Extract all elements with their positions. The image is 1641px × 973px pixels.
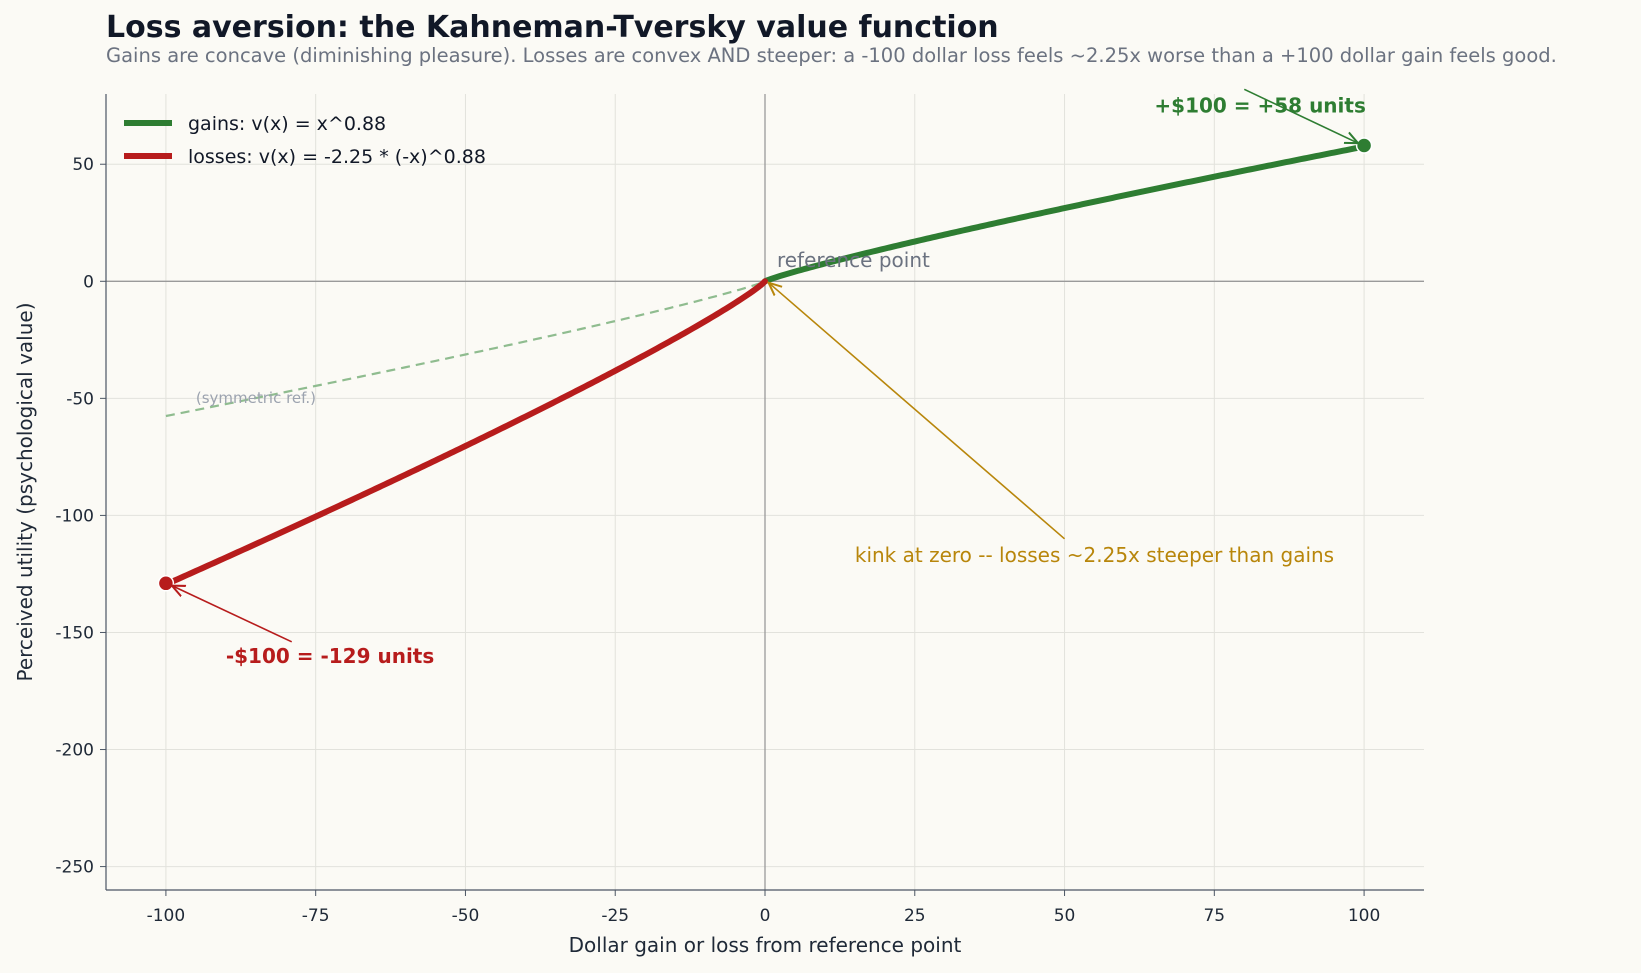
kink-annotation-arrow	[769, 283, 1066, 540]
legend-label-losses: losses: v(x) = -2.25 * (-x)^0.88	[188, 146, 486, 168]
x-tick-label: 100	[1348, 906, 1380, 926]
gains-curve	[762, 143, 1368, 285]
symmetric-reference-line	[165, 280, 766, 418]
reference-point-annotation-text: reference point	[777, 248, 930, 272]
x-axis-label: Dollar gain or loss from reference point	[569, 933, 962, 957]
y-tick-label: 0	[83, 272, 94, 292]
annotations: +$100 = +58 units -$100 = -129 units refer…	[172, 88, 1366, 668]
x-tick-label: 0	[760, 906, 771, 926]
kink-annotation-text: kink at zero -- losses ~2.25x steeper th…	[855, 543, 1334, 567]
x-tick-label: -75	[302, 906, 330, 926]
x-tick-label: -50	[452, 906, 480, 926]
x-tick-label: -100	[147, 906, 186, 926]
gain-endpoint-marker	[1355, 137, 1373, 154]
y-tick-label: -100	[55, 506, 94, 526]
loss-annotation-text: -$100 = -129 units	[226, 644, 434, 668]
y-tick-label: 50	[72, 155, 94, 175]
y-axis-label: Perceived utility (psychological value)	[13, 302, 37, 681]
y-tick-label: -50	[66, 389, 94, 409]
x-tick-label: 50	[1054, 906, 1076, 926]
symmetric-reference-label: (symmetric ref.)	[196, 389, 316, 407]
x-tick-label: 25	[904, 906, 926, 926]
losses-curve	[162, 278, 768, 588]
axes: -100 -75 -50 -25 0 25 50 75 100500-50-100-150-20…	[13, 94, 1424, 957]
legend-label-gains: gains: v(x) = x^0.88	[188, 113, 386, 135]
chart-title: Loss aversion: the Kahneman-Tversky valu…	[106, 10, 999, 45]
y-tick-label: -200	[55, 741, 94, 761]
y-tick-label: -250	[55, 858, 94, 878]
chart-subtitle: Gains are concave (diminishing pleasure)…	[106, 44, 1557, 67]
loss-annotation-arrow	[172, 586, 293, 643]
x-tick-label: -25	[601, 906, 629, 926]
legend: gains: v(x) = x^0.88 losses: v(x) = -2.25…	[124, 113, 486, 168]
y-tick-label: -150	[55, 623, 94, 643]
gain-annotation-arrow	[1243, 88, 1358, 143]
series: (symmetric ref.)	[157, 137, 1373, 592]
x-tick-label: 75	[1203, 906, 1225, 926]
loss-endpoint-marker	[157, 575, 175, 592]
gain-annotation-text: +$100 = +58 units	[1154, 94, 1365, 118]
